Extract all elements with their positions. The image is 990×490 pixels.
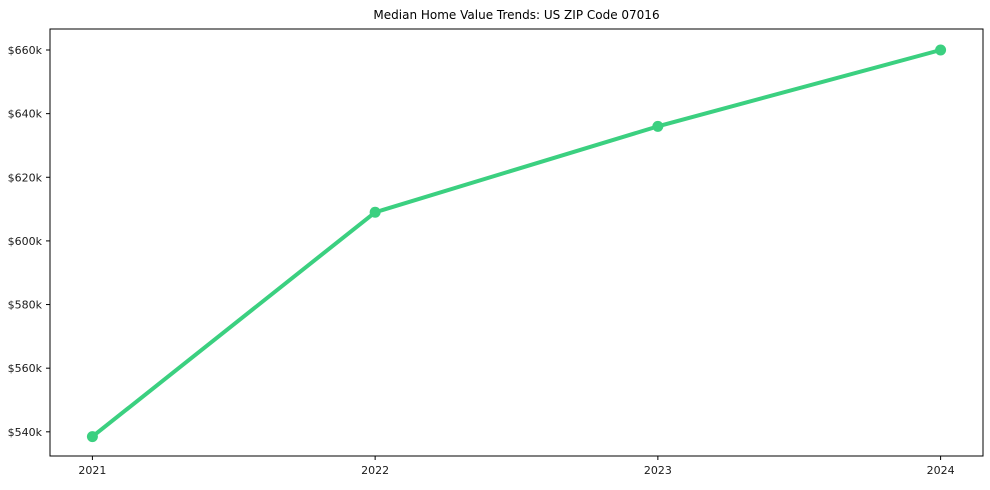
x-tick-label: 2022 — [361, 464, 389, 477]
y-tick-label: $560k — [8, 362, 43, 375]
x-tick-label: 2021 — [78, 464, 106, 477]
plot-border — [49, 28, 984, 457]
y-tick-label: $640k — [8, 108, 43, 121]
x-tick-label: 2023 — [644, 464, 672, 477]
trend-line — [90, 48, 943, 439]
data-point-marker — [369, 206, 381, 218]
chart-title: Median Home Value Trends: US ZIP Code 07… — [373, 8, 660, 22]
y-tick-label: $580k — [8, 299, 43, 312]
y-tick-label: $600k — [8, 235, 43, 248]
data-point-marker — [935, 44, 947, 56]
x-tick-label: 2024 — [927, 464, 955, 477]
y-tick-label: $660k — [8, 44, 43, 57]
data-point-marker — [86, 431, 98, 443]
y-tick-label: $620k — [8, 171, 43, 184]
data-point-marker — [652, 120, 664, 132]
y-tick-label: $540k — [8, 426, 43, 439]
